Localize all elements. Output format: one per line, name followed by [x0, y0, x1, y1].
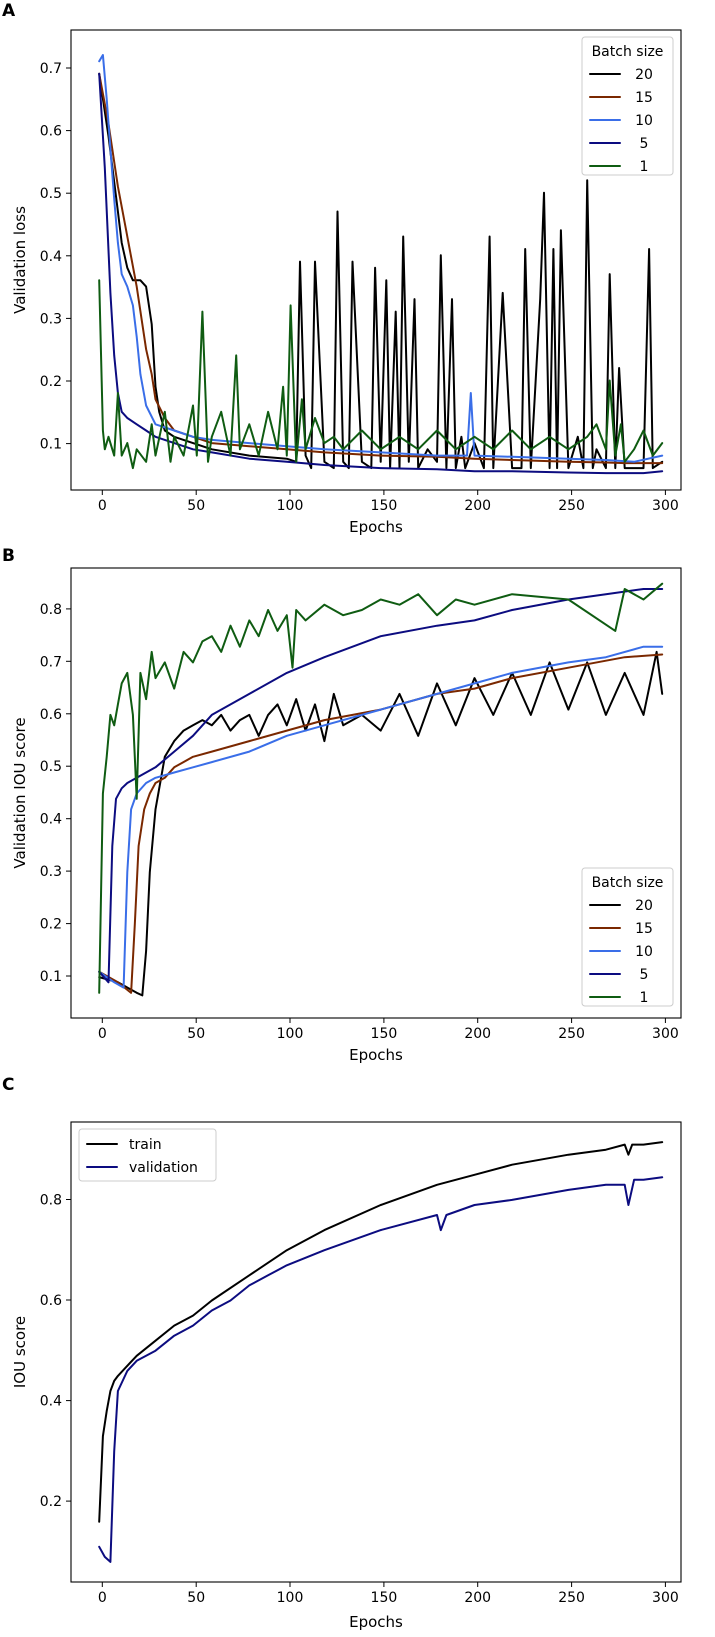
panel-a-legend: Batch size 20 15 10 5 1: [581, 36, 674, 176]
panel-a-ytick-label-0.1: 0.1: [40, 437, 62, 453]
panel-a-xtick-label-50: 50: [187, 498, 205, 514]
panel-c-series-line-train: [98, 1141, 664, 1523]
panel-a-legend-box: [581, 36, 674, 176]
panel-c: C 0 50 100 150 200 250 300 0.2 0.4 0.6: [2, 1075, 682, 1631]
panel-c-xtick-label-200: 200: [464, 1590, 491, 1606]
panel-b-ytick-label-0.8: 0.8: [40, 602, 62, 618]
panel-a-xtick-label-200: 200: [464, 498, 491, 514]
panel-a-series-group: [98, 54, 664, 475]
panel-b-legend-label-1: 1: [640, 990, 649, 1006]
panel-a-legend-label-15: 15: [635, 90, 653, 106]
panel-c-x-axis: 0 50 100 150 200 250 300: [98, 1582, 679, 1606]
panel-a-ytick-label-0.6: 0.6: [40, 124, 62, 140]
panel-b-plot-frame: [70, 567, 682, 1019]
panel-b-letter: B: [2, 546, 15, 566]
panel-a-series-line-15: [98, 72, 664, 465]
panel-b-legend-title: Batch size: [592, 875, 664, 891]
panel-a-ytick-label-0.5: 0.5: [40, 186, 62, 202]
panel-c-ytick-label-0.6: 0.6: [40, 1293, 62, 1309]
panel-b-xtick-label-300: 300: [652, 1026, 679, 1042]
panel-c-ytick-label-0.4: 0.4: [40, 1394, 62, 1410]
panel-b-series-line-10: [98, 645, 664, 989]
panel-a-xtick-label-300: 300: [652, 498, 679, 514]
panel-b-xtick-label-0: 0: [98, 1026, 107, 1042]
panel-a-x-axis: 0 50 100 150 200 250 300: [98, 490, 679, 514]
panel-b-ytick-label-0.1: 0.1: [40, 969, 62, 985]
panel-a-ytick-label-0.7: 0.7: [40, 61, 62, 77]
panel-c-xtick-label-300: 300: [652, 1590, 679, 1606]
panel-b-legend-label-20: 20: [635, 898, 653, 914]
panel-c-ytick-label-0.2: 0.2: [40, 1494, 62, 1510]
panel-b-legend-box: [581, 867, 674, 1007]
panel-c-y-axis: 0.2 0.4 0.6 0.8: [40, 1193, 71, 1510]
panel-c-xtick-label-100: 100: [277, 1590, 304, 1606]
panel-a-xtick-label-150: 150: [371, 498, 398, 514]
panel-a-x-axis-label: Epochs: [349, 518, 403, 536]
panel-a-ytick-label-0.4: 0.4: [40, 249, 62, 265]
panel-b-legend-label-10: 10: [635, 944, 653, 960]
panel-a-xtick-label-0: 0: [98, 498, 107, 514]
panel-b-ytick-label-0.5: 0.5: [40, 759, 62, 775]
panel-a-y-axis: 0.1 0.2 0.3 0.4 0.5 0.6 0.7: [40, 61, 71, 453]
panel-a-ytick-label-0.3: 0.3: [40, 311, 62, 327]
panel-b-ytick-label-0.2: 0.2: [40, 917, 62, 933]
panel-a-legend-label-10: 10: [635, 113, 653, 129]
panel-a-series-line-10: [98, 54, 664, 463]
panel-c-legend-label-validation: validation: [129, 1160, 198, 1176]
panel-b-legend: Batch size 20 15 10 5 1: [581, 867, 674, 1007]
panel-c-xtick-label-0: 0: [98, 1590, 107, 1606]
panel-b-legend-label-5: 5: [640, 967, 649, 983]
panel-c-legend: train validation: [78, 1128, 217, 1182]
panel-b-xtick-label-100: 100: [277, 1026, 304, 1042]
panel-c-legend-label-train: train: [129, 1137, 162, 1153]
panel-a-xtick-label-100: 100: [277, 498, 304, 514]
panel-a-legend-title: Batch size: [592, 44, 664, 60]
panel-c-series-line-validation: [98, 1176, 664, 1563]
panel-b-x-axis: 0 50 100 150 200 250 300: [98, 1018, 679, 1042]
panel-b-legend-label-15: 15: [635, 921, 653, 937]
panel-a-y-axis-label: Validation loss: [11, 206, 29, 314]
panel-c-letter: C: [2, 1075, 14, 1095]
panel-b-y-axis: 0.1 0.2 0.3 0.4 0.5 0.6 0.7 0.8: [40, 602, 71, 985]
panel-b-ytick-label-0.3: 0.3: [40, 864, 62, 880]
panel-a-xtick-label-250: 250: [558, 498, 585, 514]
panel-a-series-line-1: [98, 279, 664, 470]
panel-b-ytick-label-0.7: 0.7: [40, 654, 62, 670]
panel-c-plot-frame: [70, 1121, 682, 1583]
panel-b-ytick-label-0.4: 0.4: [40, 812, 62, 828]
panel-a: A 0 50 100 150 200 250 300 0.: [2, 1, 682, 536]
panel-c-x-axis-label: Epochs: [349, 1613, 403, 1631]
panel-c-y-axis-label: IOU score: [11, 1316, 29, 1388]
panel-b: B 0 50 100 150 200 250 300: [2, 546, 682, 1064]
panel-a-legend-label-1: 1: [640, 159, 649, 175]
panel-a-ytick-label-0.2: 0.2: [40, 374, 62, 390]
panel-b-xtick-label-250: 250: [558, 1026, 585, 1042]
panel-c-xtick-label-150: 150: [371, 1590, 398, 1606]
panel-a-series-line-5: [98, 72, 664, 475]
panel-a-legend-label-5: 5: [640, 136, 649, 152]
panel-b-x-axis-label: Epochs: [349, 1046, 403, 1064]
panel-b-series-group: [98, 582, 664, 997]
panel-c-xtick-label-50: 50: [187, 1590, 205, 1606]
panel-c-series-group: [98, 1141, 664, 1563]
panel-a-legend-label-20: 20: [635, 67, 653, 83]
panel-b-series-line-15: [98, 653, 664, 994]
panel-b-xtick-label-50: 50: [187, 1026, 205, 1042]
panel-b-series-line-1: [98, 582, 664, 994]
panel-b-ytick-label-0.6: 0.6: [40, 707, 62, 723]
panel-b-series-line-20: [98, 650, 664, 997]
panel-b-series-line-5: [98, 588, 664, 984]
panel-a-series-line-20: [98, 72, 664, 470]
panel-a-plot-frame: [70, 29, 682, 491]
panel-b-xtick-label-200: 200: [464, 1026, 491, 1042]
panel-c-xtick-label-250: 250: [558, 1590, 585, 1606]
panel-b-y-axis-label: Validation IOU score: [11, 717, 29, 868]
panel-a-letter: A: [2, 1, 16, 21]
panel-c-ytick-label-0.8: 0.8: [40, 1193, 62, 1209]
panel-b-xtick-label-150: 150: [371, 1026, 398, 1042]
